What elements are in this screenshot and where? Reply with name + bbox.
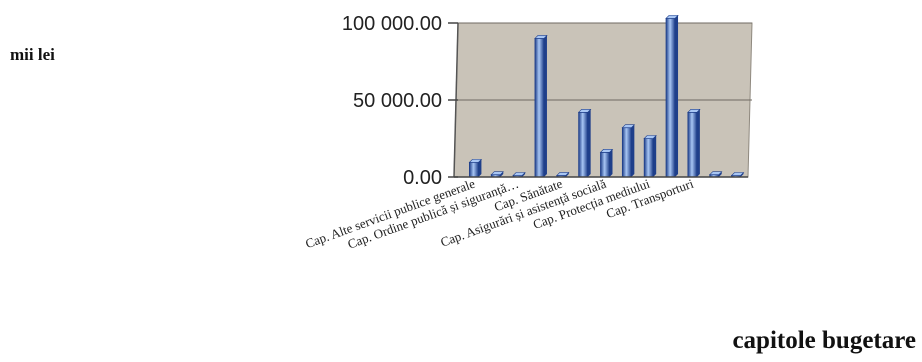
- bar: [687, 109, 701, 178]
- bar: [468, 159, 483, 178]
- x-axis-title: capitole bugetare: [732, 327, 916, 354]
- y-tick-label: 0.00: [403, 167, 442, 189]
- bar: [621, 124, 636, 178]
- bar: [534, 35, 548, 178]
- gridlines: [458, 22, 752, 101]
- bar: [665, 15, 679, 178]
- y-axis: 0.00 50 000.00 100 000.00: [342, 13, 459, 189]
- bar: [577, 109, 592, 178]
- bars: [468, 15, 745, 178]
- bar: [599, 149, 614, 178]
- bar: [556, 172, 570, 178]
- y-axis-title: mii lei: [10, 45, 55, 64]
- y-tick-label: 100 000.00: [342, 13, 442, 35]
- bar: [643, 135, 657, 178]
- category-labels: Cap. Alte servicii publice generaleCap. …: [303, 176, 696, 252]
- bar: [709, 171, 723, 178]
- y-tick-label: 50 000.00: [353, 90, 442, 112]
